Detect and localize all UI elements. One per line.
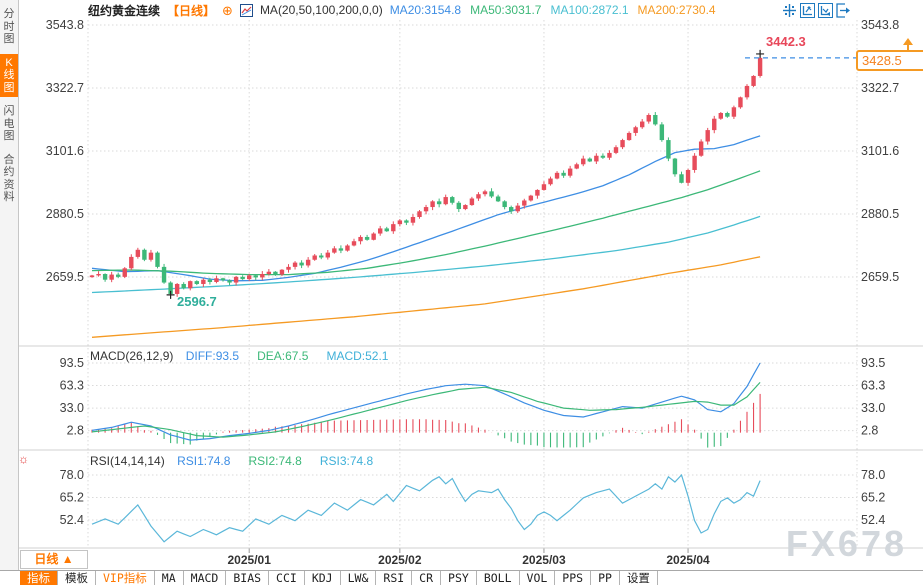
chart-toolbar xyxy=(782,3,851,18)
y-tick-rsi-right: 78.0 xyxy=(861,468,885,482)
y-tick-main-right: 2880.5 xyxy=(861,207,899,221)
macd-value-0: DIFF:93.5 xyxy=(185,349,240,363)
chart-style-icon[interactable] xyxy=(239,3,253,17)
indicator-tab-BIAS[interactable]: BIAS xyxy=(226,571,270,585)
add-indicator-icon[interactable]: ⊕ xyxy=(222,2,233,18)
symbol-name: 纽约黄金连续 xyxy=(88,3,161,18)
candles xyxy=(89,53,763,297)
last-price-box: 3428.5 xyxy=(856,50,923,71)
ma-value-0: MA20:3154.8 xyxy=(389,3,462,17)
indicator-tab-MACD[interactable]: MACD xyxy=(184,571,227,585)
y-tick-rsi-right: 65.2 xyxy=(861,490,885,504)
period-selector[interactable]: 日线 ▲ xyxy=(20,550,88,569)
y-tick-macd-right: 93.5 xyxy=(861,356,885,370)
rsi-value-1: RSI2:74.8 xyxy=(248,454,302,468)
rsi-line xyxy=(91,473,761,543)
x-axis-label: 2025/03 xyxy=(522,553,566,567)
indicator-tab-设置[interactable]: 设置 xyxy=(620,571,658,585)
x-axis-label: 2025/02 xyxy=(378,553,422,567)
high-price-label: 3442.3 xyxy=(766,34,806,49)
rsi-values: RSI1:74.8 RSI2:74.8 RSI3:74.8 xyxy=(168,454,382,468)
low-price-label: 2596.7 xyxy=(177,294,217,309)
indicator-tab-CCI[interactable]: CCI xyxy=(269,571,305,585)
y-tick-rsi-left: 52.4 xyxy=(60,513,84,527)
period-tag: 【日线】 xyxy=(167,3,216,18)
chart-annotations xyxy=(166,49,857,299)
ma-line-MA20 xyxy=(91,135,761,282)
y-tick-macd-right: 33.0 xyxy=(861,401,885,415)
ma-value-2: MA100:2872.1 xyxy=(550,3,629,17)
y-tick-main-left: 2880.5 xyxy=(46,207,84,221)
macd-value-2: MACD:52.1 xyxy=(326,349,389,363)
y-tick-main-left: 3101.6 xyxy=(46,144,84,158)
indicator-tab-VOL[interactable]: VOL xyxy=(520,571,556,585)
y-tick-macd-left: 33.0 xyxy=(60,401,84,415)
grid-layer: 3543.8 3543.8 3322.7 3322.7 3101.6 3101.6 2880… xyxy=(18,18,923,567)
macd-value-1: DEA:67.5 xyxy=(257,349,309,363)
indicator-tab-CR[interactable]: CR xyxy=(412,571,442,585)
ma-line-MA200 xyxy=(91,256,761,338)
rsi-value-0: RSI1:74.8 xyxy=(177,454,231,468)
ma-lines xyxy=(91,135,761,338)
zoom-in-scale-icon[interactable] xyxy=(800,3,815,18)
y-tick-macd-left: 93.5 xyxy=(60,356,84,370)
indicator-tabbar: 指标 模板 VIP指标 MA MACD BIAS CCI KDJ LW& RSI CR PSY BOLL… xyxy=(0,570,923,585)
indicator-tab-PPS[interactable]: PPS xyxy=(555,571,592,585)
ma-values: MA20:3154.8 MA50:3031.7 MA100:2872.1 MA200:… xyxy=(390,3,725,17)
last-price-value: 3428.5 xyxy=(862,53,902,68)
rsi-value-2: RSI3:74.8 xyxy=(319,454,374,468)
chart-type-sidebar: 分时图 K线图闪电图合约资料 xyxy=(0,0,19,570)
y-tick-main-right: 3322.7 xyxy=(861,81,899,95)
y-tick-macd-right: 63.3 xyxy=(861,378,885,392)
y-tick-rsi-left: 78.0 xyxy=(60,468,84,482)
indicator-tab-VIP指标[interactable]: VIP指标 xyxy=(96,571,155,585)
alert-sun-icon[interactable]: ☼ xyxy=(18,452,29,466)
ma-value-1: MA50:3031.7 xyxy=(470,3,542,17)
indicator-tab-RSI[interactable]: RSI xyxy=(376,571,413,585)
indicator-tab-PP[interactable]: PP xyxy=(591,571,620,585)
indicator-tab-KDJ[interactable]: KDJ xyxy=(305,571,341,585)
rsi-formula: RSI(14,14,14) xyxy=(90,454,165,468)
y-tick-main-left: 3322.7 xyxy=(46,81,84,95)
y-tick-main-right: 3101.6 xyxy=(861,144,899,158)
macd-formula: MACD(26,12,9) xyxy=(90,349,174,363)
pan-crosshair-icon[interactable] xyxy=(782,3,797,18)
indicator-tab-指标[interactable]: 指标 xyxy=(20,571,58,585)
ma-line-MA50 xyxy=(91,170,761,276)
sidebar-item-1[interactable]: K线图 xyxy=(0,53,18,97)
ma-line-MA100 xyxy=(91,215,761,294)
y-tick-main-left: 2659.5 xyxy=(46,270,84,284)
chart-header: 纽约黄金连续 【日线】 ⊕ MA(20,50,100,200,0,0) MA20… xyxy=(88,2,725,18)
indicator-tab-LW&[interactable]: LW& xyxy=(341,571,377,585)
sidebar-item-3[interactable]: 合约资料 xyxy=(3,153,15,204)
macd-header: MACD(26,12,9) DIFF:93.5 DEA:67.5 MACD:52.1 xyxy=(90,349,397,363)
sidebar-item-2[interactable]: 闪电图 xyxy=(3,105,15,142)
price-flag-icon xyxy=(903,38,913,50)
zoom-out-scale-icon[interactable] xyxy=(818,3,833,18)
y-tick-main-right: 3543.8 xyxy=(861,18,899,32)
watermark: FX678 xyxy=(785,523,907,564)
indicator-tab-BOLL[interactable]: BOLL xyxy=(477,571,520,585)
sidebar-item-0[interactable]: 分时图 xyxy=(3,8,15,45)
y-tick-macd-left: 2.8 xyxy=(67,424,84,438)
ma-value-3: MA200:2730.4 xyxy=(637,3,716,17)
macd-values: DIFF:93.5 DEA:67.5 MACD:52.1 xyxy=(177,349,398,363)
y-tick-macd-right: 2.8 xyxy=(861,424,878,438)
pop-out-icon[interactable] xyxy=(836,3,851,18)
x-axis-label: 2025/01 xyxy=(228,553,272,567)
rsi-header: RSI(14,14,14) RSI1:74.8 RSI2:74.8 RSI3:74.… xyxy=(90,454,382,468)
y-tick-main-right: 2659.5 xyxy=(861,270,899,284)
indicator-tab-模板[interactable]: 模板 xyxy=(58,571,96,585)
y-tick-rsi-left: 65.2 xyxy=(60,490,84,504)
indicator-tab-MA[interactable]: MA xyxy=(155,571,184,585)
ma-formula: MA(20,50,100,200,0,0) xyxy=(259,3,383,17)
y-tick-rsi-right: 52.4 xyxy=(861,513,885,527)
indicator-tab-PSY[interactable]: PSY xyxy=(441,571,477,585)
y-tick-main-left: 3543.8 xyxy=(46,18,84,32)
macd-plot xyxy=(91,362,761,448)
y-tick-macd-left: 63.3 xyxy=(60,378,84,392)
x-axis-label: 2025/04 xyxy=(666,553,710,567)
